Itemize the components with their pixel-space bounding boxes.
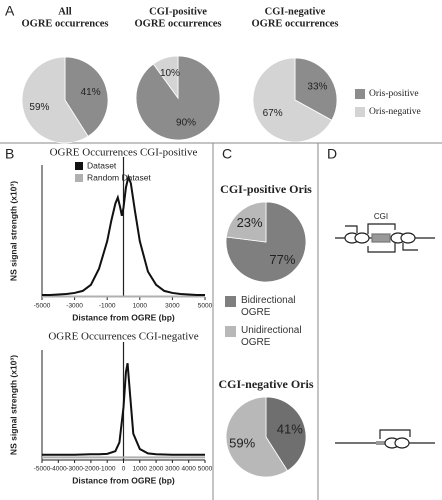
- panel-label: A: [5, 3, 15, 19]
- panel-label: B: [5, 146, 14, 162]
- pie-title: OGRE occurrences: [252, 18, 339, 29]
- pie-slice: [225, 201, 307, 283]
- data-label: 67%: [263, 108, 283, 119]
- pie-slice: [21, 56, 89, 144]
- x-tick-label: 3000: [165, 466, 180, 473]
- x-tick-label: 1000: [133, 303, 148, 310]
- x-tick-label: 1000: [133, 466, 148, 473]
- series-line: [42, 173, 205, 296]
- legend-label: Oris-positive: [369, 89, 419, 99]
- data-label: 33%: [307, 81, 327, 92]
- data-label: 90%: [176, 117, 196, 128]
- legend-swatch: [225, 296, 236, 307]
- panel-label: D: [327, 146, 337, 162]
- diagram-label: CGI: [374, 212, 388, 221]
- legend-label: Oris-negative: [369, 107, 421, 117]
- legend-swatch: [225, 326, 236, 337]
- pie-title: OGRE occurrences: [22, 18, 109, 29]
- legend-swatch: [75, 174, 83, 182]
- legend-label: Dataset: [87, 160, 117, 170]
- x-axis-label: Distance from OGRE (bp): [72, 312, 175, 322]
- x-tick-label: -2000: [83, 466, 100, 473]
- data-label: 59%: [29, 102, 49, 113]
- data-label: 23%: [237, 215, 263, 230]
- y-axis-label: NS signal strength (x10³): [8, 181, 18, 281]
- pie-slice: [252, 57, 333, 143]
- x-tick-label: -4000: [50, 466, 67, 473]
- x-tick-label: 5000: [198, 466, 213, 473]
- pie-title: CGI-negative Oris: [219, 377, 314, 391]
- chart-title: OGRE Occurrences CGI-negative: [48, 331, 198, 343]
- data-label: 77%: [269, 252, 295, 267]
- diagram-cgi-positive: [335, 223, 435, 253]
- y-axis-label: NS signal strength (x10³): [8, 355, 18, 455]
- legend-label: Bidirectional OGRE: [241, 295, 296, 318]
- legend-label: Random Dataset: [87, 172, 151, 182]
- data-label: 41%: [277, 422, 303, 437]
- x-tick-label: 3000: [165, 303, 180, 310]
- x-tick-label: 5000: [198, 303, 213, 310]
- x-tick-label: -5000: [34, 303, 51, 310]
- pie-title: All: [58, 6, 72, 17]
- x-tick-label: 0: [122, 466, 126, 473]
- pie-title: CGI-positive Oris: [220, 182, 312, 196]
- data-label: 41%: [81, 87, 101, 98]
- legend-swatch: [355, 107, 365, 117]
- diagram-cgi-negative: [335, 429, 435, 449]
- data-label: 10%: [160, 68, 180, 79]
- pie-title: OGRE occurrences: [135, 18, 222, 29]
- series-line: [42, 363, 205, 456]
- x-tick-label: -3000: [66, 303, 83, 310]
- pie-title: CGI-negative: [265, 6, 326, 17]
- x-tick-label: 2000: [149, 466, 164, 473]
- x-tick-label: -3000: [66, 466, 83, 473]
- pie-slice: [225, 201, 267, 243]
- x-tick-label: -1000: [99, 303, 116, 310]
- pie-slice: [152, 55, 179, 100]
- legend-swatch: [355, 89, 365, 99]
- x-tick-label: 4000: [181, 466, 196, 473]
- pie-slice: [225, 396, 288, 478]
- data-label: 59%: [229, 435, 255, 450]
- x-tick-label: -1000: [99, 466, 116, 473]
- x-axis-label: Distance from OGRE (bp): [72, 475, 175, 485]
- legend-swatch: [75, 162, 83, 170]
- pie-slice: [294, 57, 338, 121]
- x-tick-label: -5000: [34, 466, 51, 473]
- pie-title: CGI-positive: [149, 6, 207, 17]
- legend-label: Unidirectional OGRE: [241, 325, 302, 348]
- chart-title: OGRE Occurrences CGI-positive: [50, 147, 198, 159]
- panel-label: C: [222, 146, 232, 162]
